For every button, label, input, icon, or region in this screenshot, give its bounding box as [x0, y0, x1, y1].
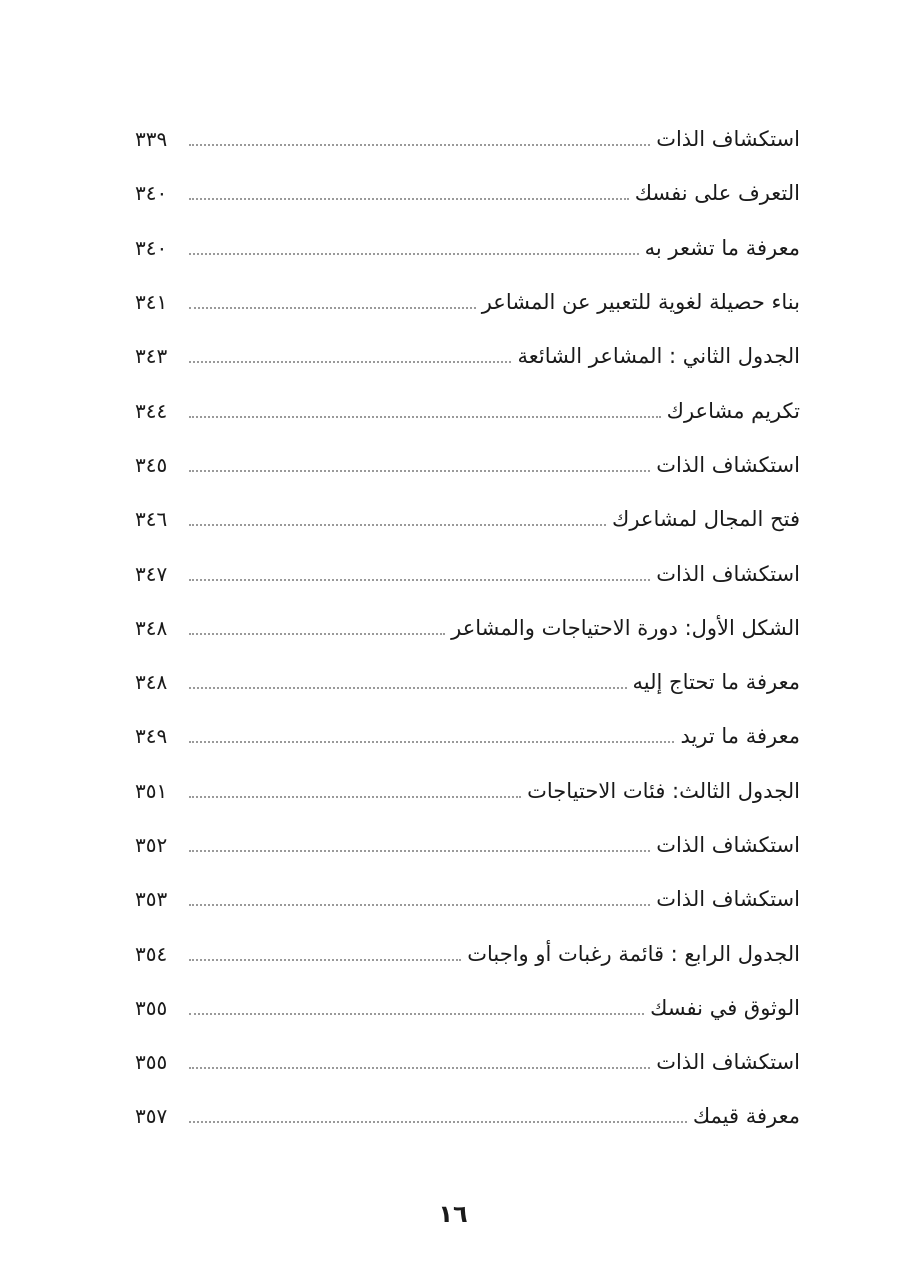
toc-entry-title: تكريم مشاعرك: [666, 398, 800, 423]
dot-leader: [189, 144, 651, 147]
toc-entry-page: ٣٤٠: [135, 235, 168, 260]
toc-entry-title: فتح المجال لمشاعرك: [612, 507, 800, 532]
toc-entry-title: الشكل الأول: دورة الاحتياجات والمشاعر: [451, 615, 800, 640]
toc-entry-page: ٣٥٢: [135, 833, 168, 857]
toc-entry: التعرف على نفسك ٣٤٠: [135, 166, 800, 220]
toc-entry: استكشاف الذات ٣٤٥: [135, 438, 800, 492]
dot-leader: [189, 524, 607, 527]
toc-entry: الجدول الرابع : قائمة رغبات أو واجبات ٣٥٤: [135, 926, 800, 980]
toc-entry-page: ٣٤٠: [135, 181, 168, 206]
toc-entry-title: معرفة ما تحتاج إليه: [632, 670, 800, 695]
toc-entry: الجدول الثالث: فئات الاحتياجات ٣٥١: [135, 764, 800, 818]
toc-entry: معرفة ما تحتاج إليه ٣٤٨: [135, 655, 800, 709]
toc-entry-title: الجدول الثالث: فئات الاحتياجات: [527, 778, 800, 803]
dot-leader: [189, 361, 512, 364]
toc-entry-title: التعرف على نفسك: [634, 181, 800, 206]
toc-entry-title: معرفة قيمك: [692, 1104, 800, 1129]
toc-entry-page: ٣٤٨: [135, 615, 168, 640]
toc-entry-title: بناء حصيلة لغوية للتعبير عن المشاعر: [481, 290, 800, 315]
toc-entry: استكشاف الذات ٣٥٣: [135, 872, 800, 926]
dot-leader: [189, 415, 661, 418]
toc-entry-title: استكشاف الذات: [656, 561, 800, 586]
toc-entry-title: الجدول الرابع : قائمة رغبات أو واجبات: [467, 941, 800, 966]
toc-entry-page: ٣٣٩: [135, 127, 168, 152]
toc-entry-title: معرفة ما تريد: [680, 724, 800, 749]
toc-entry: بناء حصيلة لغوية للتعبير عن المشاعر ٣٤١: [135, 275, 800, 329]
table-of-contents: استكشاف الذات ٣٣٩ التعرف على نفسك ٣٤٠ معرفة …: [135, 112, 800, 1144]
toc-entry: الشكل الأول: دورة الاحتياجات والمشاعر ٣٤٨: [135, 601, 800, 655]
dot-leader: [189, 850, 651, 852]
dot-leader: [189, 252, 639, 255]
toc-entry-title: الوثوق في نفسك: [650, 995, 800, 1020]
toc-entry-title: استكشاف الذات: [656, 127, 800, 152]
dot-leader: [189, 795, 522, 798]
toc-entry: تكريم مشاعرك ٣٤٤: [135, 383, 800, 437]
toc-entry-page: ٣٤٣: [135, 344, 168, 369]
dot-leader: [189, 198, 629, 201]
toc-entry-page: ٣٤٧: [135, 561, 168, 586]
toc-entry: استكشاف الذات ٣٥٢: [135, 818, 800, 872]
toc-entry-page: ٣٥٥: [135, 1050, 168, 1075]
toc-entry-page: ٣٥٥: [135, 995, 168, 1020]
page-number: ١٦: [438, 1200, 468, 1228]
toc-entry: الجدول الثاني : المشاعر الشائعة ٣٤٣: [135, 329, 800, 383]
dot-leader: [189, 578, 651, 581]
dot-leader: [189, 307, 476, 310]
toc-entry-page: ٣٤٨: [135, 670, 168, 695]
toc-entry-page: ٣٤٦: [135, 507, 168, 532]
dot-leader: [189, 1012, 645, 1015]
dot-leader: [189, 1067, 651, 1070]
toc-entry-page: ٣٥٣: [135, 887, 168, 912]
dot-leader: [189, 632, 446, 635]
dot-leader: [189, 1121, 687, 1124]
toc-entry: الوثوق في نفسك ٣٥٥: [135, 981, 800, 1035]
toc-entry-title: الجدول الثاني : المشاعر الشائعة: [517, 344, 800, 369]
dot-leader: [189, 904, 651, 907]
toc-entry-page: ٣٤١: [135, 290, 168, 315]
toc-entry-title: استكشاف الذات: [656, 452, 800, 477]
toc-entry-page: ٣٥١: [135, 778, 168, 803]
toc-entry-page: ٣٥٧: [135, 1104, 168, 1129]
toc-entry: معرفة ما تريد ٣٤٩: [135, 709, 800, 763]
toc-entry-title: استكشاف الذات: [656, 887, 800, 912]
toc-entry: معرفة ما تشعر به ٣٤٠: [135, 221, 800, 275]
dot-leader: [189, 469, 651, 472]
toc-entry-page: ٣٤٤: [135, 398, 168, 423]
toc-entry-page: ٣٤٩: [135, 724, 168, 749]
toc-entry-title: معرفة ما تشعر به: [644, 235, 800, 260]
toc-entry: فتح المجال لمشاعرك ٣٤٦: [135, 492, 800, 546]
dot-leader: [189, 741, 675, 744]
toc-entry-title: استكشاف الذات: [656, 1050, 800, 1075]
toc-entry-page: ٣٥٤: [135, 941, 168, 966]
toc-entry: استكشاف الذات ٣٥٥: [135, 1035, 800, 1089]
toc-entry: استكشاف الذات ٣٤٧: [135, 546, 800, 600]
toc-entry-title: استكشاف الذات: [656, 833, 800, 857]
toc-entry: استكشاف الذات ٣٣٩: [135, 112, 800, 166]
dot-leader: [189, 958, 462, 961]
toc-entry: معرفة قيمك ٣٥٧: [135, 1089, 800, 1143]
dot-leader: [189, 687, 627, 690]
toc-entry-page: ٣٤٥: [135, 452, 168, 477]
